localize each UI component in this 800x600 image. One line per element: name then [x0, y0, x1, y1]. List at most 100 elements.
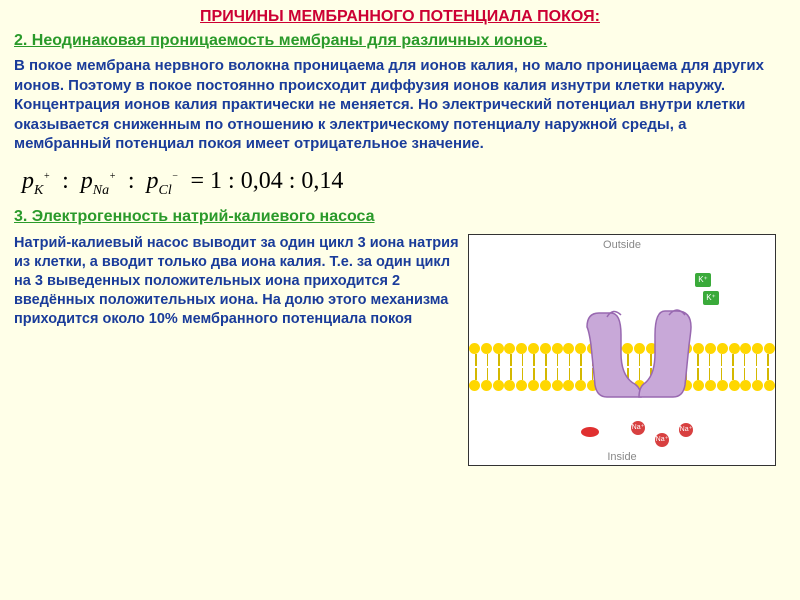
lipid-tail: [709, 354, 711, 366]
lipid-tail: [487, 354, 489, 366]
k-ion: K⁺: [695, 273, 711, 287]
lipid-tail: [592, 354, 594, 366]
lipid-head: [681, 343, 692, 354]
lipid-tail: [744, 354, 746, 366]
cause-2-body: В покое мембрана нервного волокна прониц…: [14, 56, 786, 154]
lipid-head: [599, 343, 610, 354]
lipid-head: [469, 343, 480, 354]
lipid-tail: [580, 368, 582, 380]
lipid-tail: [674, 354, 676, 366]
lipid-head: [729, 343, 740, 354]
lipid-head: [575, 380, 586, 391]
lipid-tail: [522, 354, 524, 366]
lipid-head: [540, 380, 551, 391]
lipid-head: [729, 380, 740, 391]
lipid-tail: [767, 354, 769, 366]
lipid-tail: [756, 368, 758, 380]
lipid-tail: [475, 368, 477, 380]
lipid-head: [493, 380, 504, 391]
lipid-tail: [627, 354, 629, 366]
lipid-head: [764, 343, 775, 354]
membrane-diagram: Outside Inside K⁺K⁺ Na⁺Na⁺Na⁺: [468, 234, 776, 466]
lipid-head: [646, 343, 657, 354]
lipid-head: [646, 380, 657, 391]
lipid-tail: [639, 368, 641, 380]
cause-2-heading: 2. Неодинаковая проницаемость мембраны д…: [14, 32, 786, 50]
lipid-head: [752, 380, 763, 391]
lipid-head: [563, 380, 574, 391]
lipid-head: [740, 343, 751, 354]
lipid-head: [481, 343, 492, 354]
lipid-tail: [487, 368, 489, 380]
lipid-head: [599, 380, 610, 391]
lipid-head: [469, 380, 480, 391]
na-ion: Na⁺: [679, 423, 693, 437]
lipid-head: [764, 380, 775, 391]
lipid-tail: [650, 368, 652, 380]
lipid-tail: [557, 354, 559, 366]
na-ion: Na⁺: [655, 433, 669, 447]
k-ion: K⁺: [703, 291, 719, 305]
lipid-tail: [756, 354, 758, 366]
page-title: ПРИЧИНЫ МЕМБРАННОГО ПОТЕНЦИАЛА ПОКОЯ:: [14, 8, 786, 26]
lipid-head: [752, 343, 763, 354]
lipid-head: [705, 380, 716, 391]
lipid-tail: [580, 354, 582, 366]
lipid-tail: [721, 354, 723, 366]
lipid-head: [717, 380, 728, 391]
lipid-tail: [732, 368, 734, 380]
lipid-head: [504, 380, 515, 391]
lipid-tail: [627, 368, 629, 380]
lipid-tail: [721, 368, 723, 380]
lipid-head: [670, 380, 681, 391]
lipid-head: [611, 380, 622, 391]
lipid-tail: [475, 354, 477, 366]
lipid-tail: [674, 368, 676, 380]
pump-description: Натрий-калиевый насос выводит за один ци…: [14, 234, 462, 466]
lipid-head: [611, 343, 622, 354]
lipid-tail: [533, 354, 535, 366]
lipid-tail: [604, 368, 606, 380]
lipid-head: [693, 343, 704, 354]
lipid-tail: [522, 368, 524, 380]
lipid-head: [622, 343, 633, 354]
lipid-tail: [510, 354, 512, 366]
lipid-head: [693, 380, 704, 391]
lipid-tail: [557, 368, 559, 380]
lipid-head: [658, 343, 669, 354]
permeability-formula: pK+ : pNa+ : pCl− = 1 : 0,04 : 0,14: [14, 162, 786, 209]
lipid-head: [575, 343, 586, 354]
lipid-head: [587, 380, 598, 391]
lipid-tail: [545, 354, 547, 366]
lipid-tail: [592, 368, 594, 380]
lipid-head: [563, 343, 574, 354]
lipid-tail: [662, 354, 664, 366]
lipid-head: [504, 343, 515, 354]
lipid-tail: [732, 354, 734, 366]
lipid-tail: [569, 354, 571, 366]
lipid-tail: [604, 354, 606, 366]
lipid-head: [552, 343, 563, 354]
lipid-tail: [697, 368, 699, 380]
lipid-tail: [510, 368, 512, 380]
lipid-tail: [767, 368, 769, 380]
lipid-head: [705, 343, 716, 354]
label-inside: Inside: [607, 451, 636, 463]
lipid-head: [481, 380, 492, 391]
lipid-head: [740, 380, 751, 391]
lipid-head: [681, 380, 692, 391]
lipid-head: [587, 343, 598, 354]
lipid-row-bottom: [469, 380, 775, 391]
lipid-tail: [498, 354, 500, 366]
lipid-head: [634, 380, 645, 391]
lipid-tail: [685, 368, 687, 380]
lipid-tail: [744, 368, 746, 380]
lipid-head: [552, 380, 563, 391]
lipid-head: [622, 380, 633, 391]
lipid-head: [540, 343, 551, 354]
lipid-tail: [615, 354, 617, 366]
lipid-tail: [569, 368, 571, 380]
lipid-tail: [533, 368, 535, 380]
lipid-head: [516, 343, 527, 354]
lipid-tail: [662, 368, 664, 380]
